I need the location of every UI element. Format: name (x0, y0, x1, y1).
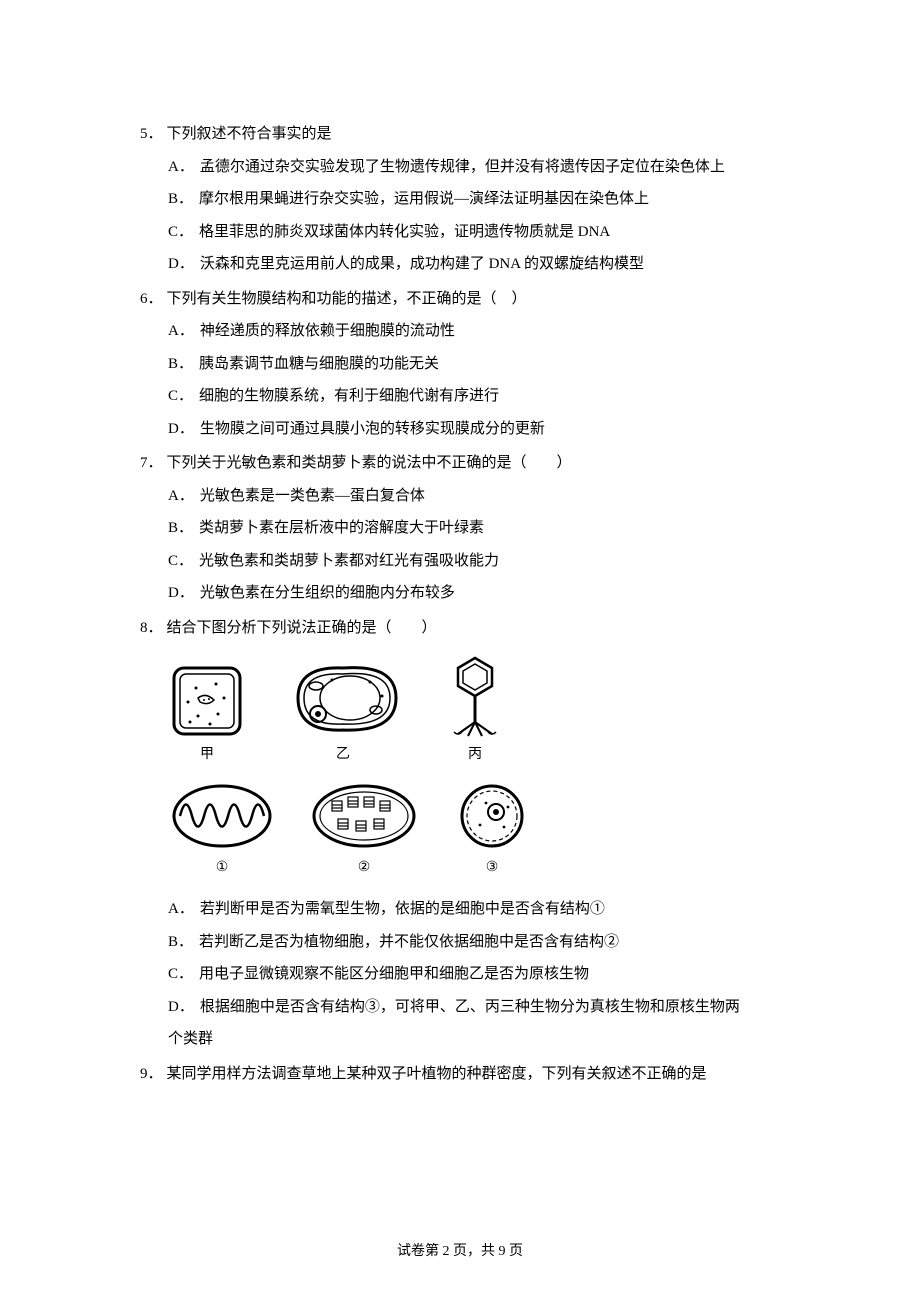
question-8-number: 8． (140, 614, 163, 643)
figure-row-1: 甲 乙 (168, 652, 780, 769)
question-9-number: 9． (140, 1060, 163, 1089)
question-9-text: 某同学用样方法调查草地上某种双子叶植物的种群密度，下列有关叙述不正确的是 (167, 1060, 780, 1089)
option-label: A． (168, 153, 194, 182)
option-7c: C．光敏色素和类胡萝卜素都对红光有强吸收能力 (168, 547, 780, 576)
option-8d: D．根据细胞中是否含有结构③，可将甲、乙、丙三种生物分为真核生物和原核生物两 (168, 993, 780, 1022)
option-8a: A．若判断甲是否为需氧型生物，依据的是细胞中是否含有结构① (168, 895, 780, 924)
option-text: 细胞的生物膜系统，有利于细胞代谢有序进行 (199, 382, 780, 411)
option-5d: D．沃森和克里克运用前人的成果，成功构建了 DNA 的双螺旋结构模型 (168, 250, 780, 279)
figure-three: ③ (452, 779, 532, 882)
option-7b: B．类胡萝卜素在层析液中的溶解度大于叶绿素 (168, 514, 780, 543)
option-6a: A．神经递质的释放依赖于细胞膜的流动性 (168, 317, 780, 346)
question-5-text: 下列叙述不符合事实的是 (167, 120, 780, 149)
option-label: A． (168, 895, 194, 924)
option-label: C． (168, 382, 193, 411)
option-label: C． (168, 547, 193, 576)
option-8d-continuation: 个类群 (140, 1025, 780, 1054)
figure-one: ① (168, 779, 276, 882)
question-7-number: 7． (140, 449, 163, 478)
option-label: C． (168, 960, 193, 989)
option-label: D． (168, 579, 194, 608)
question-6: 6． 下列有关生物膜结构和功能的描述，不正确的是（ ） A．神经递质的释放依赖于… (140, 285, 780, 444)
figure-label-yi: 乙 (336, 742, 350, 769)
option-text: 孟德尔通过杂交实验发现了生物遗传规律，但并没有将遗传因子定位在染色体上 (200, 153, 780, 182)
cell-yi-icon (278, 656, 408, 740)
option-label: D． (168, 250, 194, 279)
page-footer: 试卷第 2 页，共 9 页 (0, 1239, 920, 1266)
cell-jia-icon (168, 662, 246, 740)
question-6-options: A．神经递质的释放依赖于细胞膜的流动性 B．胰岛素调节血糖与细胞膜的功能无关 C… (140, 317, 780, 443)
mitochondrion-icon (168, 779, 276, 853)
option-label: B． (168, 928, 193, 957)
option-text: 光敏色素是一类色素—蛋白复合体 (200, 482, 780, 511)
option-label: B． (168, 185, 193, 214)
question-7-options: A．光敏色素是一类色素—蛋白复合体 B．类胡萝卜素在层析液中的溶解度大于叶绿素 … (140, 482, 780, 608)
option-label: B． (168, 514, 193, 543)
figure-row-2: ① ② (168, 779, 780, 882)
option-text: 若判断乙是否为植物细胞，并不能仅依据细胞中是否含有结构② (199, 928, 780, 957)
question-8-stem: 8． 结合下图分析下列说法正确的是（ ） (140, 614, 780, 643)
option-text: 沃森和克里克运用前人的成果，成功构建了 DNA 的双螺旋结构模型 (200, 250, 780, 279)
question-7-text: 下列关于光敏色素和类胡萝卜素的说法中不正确的是（ ） (167, 449, 780, 478)
option-7d: D．光敏色素在分生组织的细胞内分布较多 (168, 579, 780, 608)
option-8b: B．若判断乙是否为植物细胞，并不能仅依据细胞中是否含有结构② (168, 928, 780, 957)
figure-jia: 甲 (168, 662, 246, 769)
option-label: A． (168, 317, 194, 346)
cell-bing-icon (440, 652, 510, 740)
nucleus-icon (452, 779, 532, 853)
option-7a: A．光敏色素是一类色素—蛋白复合体 (168, 482, 780, 511)
question-9: 9． 某同学用样方法调查草地上某种双子叶植物的种群密度，下列有关叙述不正确的是 (140, 1060, 780, 1089)
option-label: D． (168, 993, 194, 1022)
figure-label-jia: 甲 (200, 742, 214, 769)
figure-two: ② (308, 779, 420, 882)
option-5a: A．孟德尔通过杂交实验发现了生物遗传规律，但并没有将遗传因子定位在染色体上 (168, 153, 780, 182)
question-8-figure: 甲 乙 (140, 652, 780, 881)
option-text: 根据细胞中是否含有结构③，可将甲、乙、丙三种生物分为真核生物和原核生物两 (200, 993, 780, 1022)
option-5b: B．摩尔根用果蝇进行杂交实验，运用假说—演绎法证明基因在染色体上 (168, 185, 780, 214)
question-8: 8． 结合下图分析下列说法正确的是（ ） 甲 (140, 614, 780, 1054)
figure-label-bing: 丙 (468, 742, 482, 769)
option-label: A． (168, 482, 194, 511)
option-text: 光敏色素在分生组织的细胞内分布较多 (200, 579, 780, 608)
question-5-stem: 5． 下列叙述不符合事实的是 (140, 120, 780, 149)
option-label: C． (168, 218, 193, 247)
chloroplast-icon (308, 779, 420, 853)
figure-label-one: ① (216, 855, 229, 882)
option-text: 生物膜之间可通过具膜小泡的转移实现膜成分的更新 (200, 415, 780, 444)
question-6-stem: 6． 下列有关生物膜结构和功能的描述，不正确的是（ ） (140, 285, 780, 314)
question-9-stem: 9． 某同学用样方法调查草地上某种双子叶植物的种群密度，下列有关叙述不正确的是 (140, 1060, 780, 1089)
figure-yi: 乙 (278, 656, 408, 769)
option-label: B． (168, 350, 193, 379)
figure-bing: 丙 (440, 652, 510, 769)
question-7-stem: 7． 下列关于光敏色素和类胡萝卜素的说法中不正确的是（ ） (140, 449, 780, 478)
option-text: 神经递质的释放依赖于细胞膜的流动性 (200, 317, 780, 346)
option-5c: C．格里菲思的肺炎双球菌体内转化实验，证明遗传物质就是 DNA (168, 218, 780, 247)
option-text: 摩尔根用果蝇进行杂交实验，运用假说—演绎法证明基因在染色体上 (199, 185, 780, 214)
option-label: D． (168, 415, 194, 444)
option-text: 格里菲思的肺炎双球菌体内转化实验，证明遗传物质就是 DNA (199, 218, 780, 247)
option-text: 若判断甲是否为需氧型生物，依据的是细胞中是否含有结构① (200, 895, 780, 924)
question-8-options: A．若判断甲是否为需氧型生物，依据的是细胞中是否含有结构① B．若判断乙是否为植… (140, 895, 780, 1021)
option-8c: C．用电子显微镜观察不能区分细胞甲和细胞乙是否为原核生物 (168, 960, 780, 989)
question-6-number: 6． (140, 285, 163, 314)
option-text: 胰岛素调节血糖与细胞膜的功能无关 (199, 350, 780, 379)
option-6c: C．细胞的生物膜系统，有利于细胞代谢有序进行 (168, 382, 780, 411)
question-7: 7． 下列关于光敏色素和类胡萝卜素的说法中不正确的是（ ） A．光敏色素是一类色… (140, 449, 780, 608)
option-6b: B．胰岛素调节血糖与细胞膜的功能无关 (168, 350, 780, 379)
question-5: 5． 下列叙述不符合事实的是 A．孟德尔通过杂交实验发现了生物遗传规律，但并没有… (140, 120, 780, 279)
question-5-options: A．孟德尔通过杂交实验发现了生物遗传规律，但并没有将遗传因子定位在染色体上 B．… (140, 153, 780, 279)
option-text: 类胡萝卜素在层析液中的溶解度大于叶绿素 (199, 514, 780, 543)
question-6-text: 下列有关生物膜结构和功能的描述，不正确的是（ ） (167, 285, 780, 314)
figure-label-three: ③ (486, 855, 499, 882)
question-5-number: 5． (140, 120, 163, 149)
question-8-text: 结合下图分析下列说法正确的是（ ） (167, 614, 780, 643)
option-text: 光敏色素和类胡萝卜素都对红光有强吸收能力 (199, 547, 780, 576)
option-text: 用电子显微镜观察不能区分细胞甲和细胞乙是否为原核生物 (199, 960, 780, 989)
figure-label-two: ② (358, 855, 371, 882)
option-6d: D．生物膜之间可通过具膜小泡的转移实现膜成分的更新 (168, 415, 780, 444)
